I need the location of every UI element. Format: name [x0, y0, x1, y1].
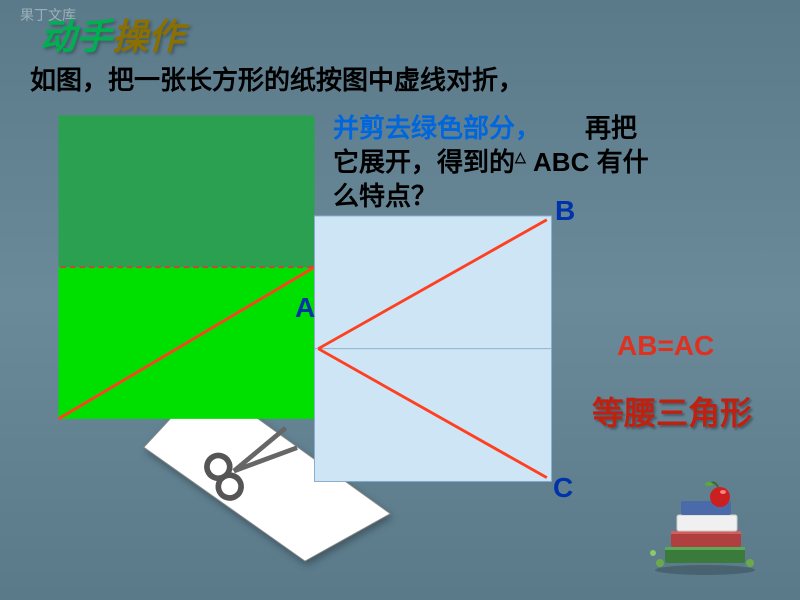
problem-line-1: 如图，把一张长方形的纸按图中虚线对折，	[30, 60, 524, 97]
vertex-b-label: B	[555, 195, 575, 227]
green-rect-top	[58, 115, 314, 267]
title-part-1: 动手	[40, 16, 112, 57]
slide-title: 动手操作	[40, 8, 184, 60]
folding-diagram	[30, 108, 580, 578]
equation-text: AB=AC	[617, 330, 714, 362]
problem-line-2b: 再把	[585, 108, 637, 145]
vertex-c-label: C	[553, 472, 573, 504]
title-part-2: 操作	[112, 16, 184, 57]
vertex-a-label: A	[295, 292, 315, 324]
conclusion-text: 等腰三角形	[592, 388, 752, 434]
books-icon	[645, 475, 765, 575]
